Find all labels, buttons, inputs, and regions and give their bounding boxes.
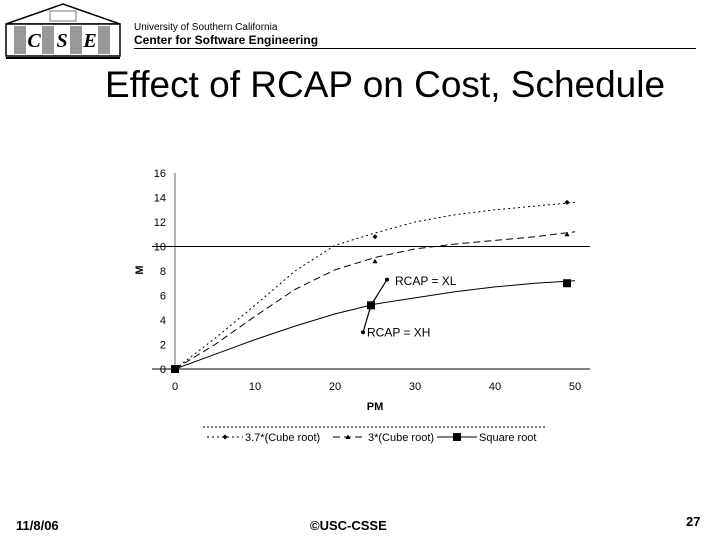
annotation-label: RCAP = XL	[395, 274, 457, 288]
rcap-endpoint	[385, 277, 389, 282]
data-point-3	[171, 365, 179, 373]
y-tick-label: 12	[154, 217, 166, 229]
series-line-1	[174, 201, 576, 370]
y-tick-label: 14	[154, 193, 166, 205]
x-tick-label: 40	[489, 381, 501, 393]
header-rule	[134, 48, 696, 49]
y-tick-label: 4	[160, 315, 166, 327]
series-line-2	[174, 231, 576, 370]
legend-label-2: 3*(Cube root)	[368, 432, 434, 444]
legend-label-1: 3.7*(Cube root)	[245, 432, 320, 444]
x-tick-label: 30	[409, 381, 421, 393]
y-tick-label: 16	[154, 168, 166, 180]
y-tick-label: 10	[154, 242, 166, 254]
annotation-label: RCAP = XH	[367, 325, 430, 339]
center-name: Center for Software Engineering	[134, 33, 319, 47]
x-tick-label: 0	[172, 381, 178, 393]
y-tick-label: 0	[160, 364, 166, 376]
y-tick-label: 8	[160, 266, 166, 278]
data-point-2	[564, 231, 570, 237]
x-tick-label: 50	[569, 381, 581, 393]
data-point-1	[564, 199, 570, 205]
x-axis-label: PM	[367, 401, 384, 413]
y-tick-label: 6	[160, 291, 166, 303]
logo-letter-s: S	[56, 30, 67, 52]
cse-logo: C S E	[5, 3, 121, 59]
logo-letter-e: E	[82, 30, 96, 52]
logo-letter-c: C	[27, 30, 41, 52]
rcap-endpoint	[361, 330, 365, 335]
y-axis-label: M	[134, 265, 146, 274]
x-tick-label: 20	[329, 381, 341, 393]
rcap-segment	[362, 279, 388, 333]
legend-label-3: Square root	[479, 432, 536, 444]
university-name: University of Southern California	[134, 22, 278, 33]
legend-marker-3	[453, 433, 461, 441]
x-tick-label: 10	[249, 381, 261, 393]
data-point-1	[372, 234, 378, 240]
legend-marker-2	[345, 434, 351, 439]
data-point-2	[372, 258, 378, 264]
slide-title: Effect of RCAP on Cost, Schedule	[104, 64, 666, 105]
footer-copyright: ©USC-CSSE	[310, 518, 387, 533]
footer-date: 11/8/06	[16, 518, 59, 533]
footer-page-number: 27	[686, 514, 701, 529]
data-point-3	[563, 279, 571, 288]
y-tick-label: 2	[160, 340, 166, 352]
legend-marker-1	[222, 434, 228, 440]
